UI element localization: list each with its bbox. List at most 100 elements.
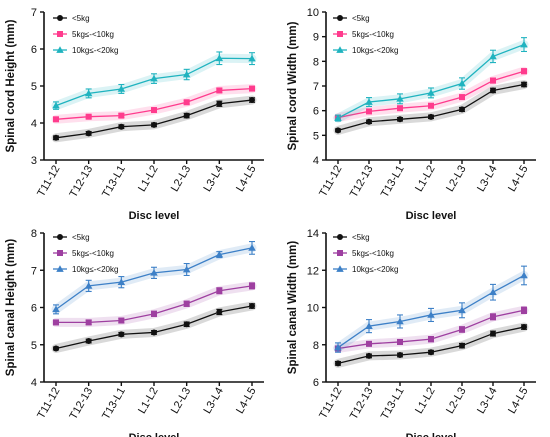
data-point — [216, 87, 223, 94]
legend-marker — [337, 15, 343, 21]
legend-item: 5kg≤-<10kg — [333, 30, 394, 39]
legend-item: 10kg≤-<20kg — [333, 265, 398, 274]
data-point — [459, 342, 465, 349]
legend-marker — [337, 31, 343, 37]
data-point — [183, 99, 190, 106]
legend-marker — [57, 31, 63, 37]
x-tick-label: L1-L2 — [136, 386, 160, 416]
data-point — [215, 250, 224, 258]
data-point — [397, 105, 403, 112]
series-3 — [333, 37, 529, 123]
y-tick-label: 4 — [313, 155, 319, 167]
data-point — [459, 106, 465, 113]
data-point — [249, 85, 255, 92]
data-point — [150, 74, 158, 82]
data-point — [520, 40, 528, 48]
x-tick-label: T13-L1 — [379, 164, 407, 200]
x-tick-label: L2-L3 — [444, 164, 468, 194]
data-point — [490, 77, 496, 84]
y-tick-label: 6 — [313, 377, 319, 389]
data-point — [182, 265, 191, 273]
data-point — [520, 271, 528, 279]
legend-item: 10kg≤-<20kg — [53, 46, 118, 55]
y-axis-title: Spinal canal Height (mm) — [5, 239, 17, 377]
x-axis-title: Disc level — [129, 432, 180, 437]
x-tick-label: T13-L1 — [379, 386, 407, 422]
legend-item: 10kg≤-<20kg — [333, 46, 398, 55]
y-tick-label: 8 — [31, 228, 37, 240]
data-point — [248, 244, 256, 251]
y-tick-label: 5 — [31, 81, 37, 93]
legend-label: 10kg≤-<20kg — [352, 265, 398, 274]
legend: <5kg 5kg≤-<10kg 10kg≤-<20kg — [53, 233, 118, 274]
series-2 — [333, 305, 529, 353]
data-point — [396, 317, 404, 325]
legend-item: <5kg — [53, 14, 90, 23]
x-tick-label: T11-12 — [35, 164, 62, 199]
x-tick-label: L3-L4 — [475, 164, 499, 194]
series-1 — [51, 95, 257, 143]
x-tick-label: L4-L5 — [506, 164, 530, 194]
data-point — [118, 112, 125, 119]
series-1 — [333, 322, 529, 368]
data-point — [182, 70, 191, 78]
legend-item: <5kg — [53, 233, 90, 242]
y-tick-label: 8 — [313, 340, 319, 352]
data-point — [183, 321, 190, 328]
data-point — [397, 116, 403, 123]
data-point — [150, 269, 158, 276]
y-tick-label: 4 — [31, 377, 37, 389]
series-2 — [51, 281, 257, 327]
x-tick-label: L1-L2 — [136, 164, 160, 194]
y-tick-label: 10 — [307, 7, 319, 19]
x-tick-label: L3-L4 — [475, 386, 499, 416]
data-point — [215, 54, 224, 62]
legend-label: <5kg — [352, 233, 370, 242]
data-point — [249, 282, 255, 289]
data-point — [216, 308, 223, 315]
data-point — [183, 112, 190, 119]
data-point — [365, 98, 373, 105]
x-axis-title: Disc level — [406, 210, 457, 222]
legend-label: 5kg≤-<10kg — [72, 30, 114, 39]
data-point — [249, 97, 255, 104]
data-point — [53, 134, 59, 141]
chart-panel-3: 4 5 6 7 8 T11-12 T12-13 T13-L1 L1-L2 L2-L3 L3-L4 L4… — [5, 228, 264, 437]
legend-label: 10kg≤-<20kg — [72, 265, 118, 274]
data-point — [521, 68, 527, 75]
data-point — [216, 287, 223, 294]
x-axis-title: Disc level — [129, 210, 180, 222]
legend-label: <5kg — [352, 14, 370, 23]
data-point — [428, 349, 434, 356]
x-tick-label: T12-13 — [348, 164, 376, 200]
data-point — [334, 114, 342, 121]
legend-item: 5kg≤-<10kg — [53, 249, 114, 258]
data-point — [335, 360, 341, 367]
y-axis-title: Spinal cord Height (mm) — [5, 19, 17, 152]
x-axis-title: Disc level — [406, 432, 457, 437]
y-tick-label: 8 — [313, 56, 319, 68]
data-point — [249, 303, 255, 310]
data-point — [85, 113, 92, 120]
y-tick-label: 7 — [31, 265, 37, 277]
legend-item: <5kg — [333, 14, 370, 23]
data-point — [151, 310, 157, 317]
data-point — [53, 116, 59, 123]
data-point — [366, 340, 372, 347]
x-tick-label: T13-L1 — [100, 164, 128, 200]
y-tick-label: 6 — [313, 106, 319, 118]
data-point — [521, 307, 527, 314]
data-point — [216, 100, 223, 107]
legend-label: 5kg≤-<10kg — [352, 30, 394, 39]
data-point — [53, 345, 59, 352]
legend-marker — [56, 265, 64, 272]
y-tick-label: 5 — [313, 130, 319, 142]
y-tick-label: 7 — [31, 7, 37, 19]
data-point — [85, 130, 92, 137]
legend: <5kg 5kg≤-<10kg 10kg≤-<20kg — [333, 233, 398, 274]
legend: <5kg 5kg≤-<10kg 10kg≤-<20kg — [53, 14, 118, 55]
series-3 — [51, 241, 257, 315]
data-point — [521, 81, 527, 88]
legend-marker — [337, 250, 343, 256]
data-point — [52, 305, 60, 313]
